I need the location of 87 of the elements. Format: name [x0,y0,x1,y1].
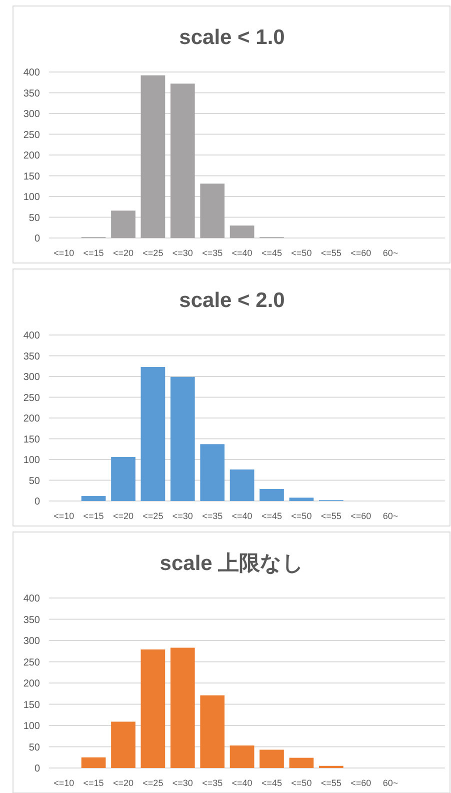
x-tick-label: <=10 [54,778,74,788]
x-tick-label: <=45 [261,778,282,788]
x-tick-label: <=20 [112,778,134,788]
bar [230,226,254,238]
x-tick-label: <=60 [350,511,372,521]
y-tick-label: 200 [23,678,40,690]
x-tick-label: <=40 [232,778,252,788]
bar [289,758,314,768]
y-tick-label: 150 [23,700,40,711]
y-tick-label: 150 [23,171,40,182]
bar [140,75,166,238]
bar [170,376,195,501]
x-tick-label: <=10 [54,511,74,521]
x-tick-label: <=25 [142,778,164,788]
y-tick-label: 400 [23,330,40,342]
x-tick-label: <=55 [320,511,342,521]
x-tick-label: <=20 [112,511,134,521]
y-tick-label: 300 [23,372,40,383]
x-tick-label: 60~ [382,248,398,258]
x-tick-label: <=35 [202,778,223,788]
y-tick-label: 0 [34,496,40,508]
x-tick-label: <=55 [320,248,342,258]
chart-title: scale 上限なし [160,552,304,575]
y-tick-label: 50 [28,212,40,224]
x-tick-label: <=50 [291,511,312,521]
x-tick-label: <=35 [202,248,223,258]
bar [260,488,284,501]
bar [200,184,225,238]
bar [140,649,166,768]
x-tick-label: 60~ [382,511,398,521]
bar [140,366,166,501]
x-tick-label: <=25 [142,511,164,521]
y-tick-label: 150 [23,434,40,446]
x-tick-label: <=55 [320,778,342,788]
bar [111,457,136,501]
x-tick-label: <=40 [232,248,252,258]
y-tick-label: 200 [23,414,40,424]
y-tick-label: 200 [23,150,40,162]
y-tick-label: 250 [23,392,40,404]
x-tick-label: <=25 [142,248,164,258]
y-tick-label: 50 [28,742,40,754]
y-tick-label: 50 [28,476,40,487]
y-tick-label: 300 [23,636,40,647]
bar [170,84,195,238]
bar [200,695,225,768]
x-tick-label: <=45 [261,511,282,521]
y-tick-label: 100 [23,455,40,466]
x-tick-label: <=30 [172,778,193,788]
chart-title: scale < 2.0 [179,289,285,312]
x-tick-label: <=50 [291,248,312,258]
x-tick-label: <=60 [350,248,372,258]
x-tick-label: <=60 [350,778,372,788]
y-tick-label: 0 [34,764,40,774]
bar [81,496,106,501]
x-tick-label: <=15 [83,248,104,258]
y-tick-label: 350 [23,88,40,100]
y-tick-label: 350 [23,351,40,362]
bar [200,444,225,501]
bar [111,210,136,238]
bar [289,498,314,501]
x-tick-label: <=35 [202,511,223,521]
x-tick-label: <=45 [261,248,282,258]
y-tick-label: 250 [23,130,40,141]
y-tick-label: 400 [23,68,40,78]
x-tick-label: <=30 [172,511,193,521]
x-tick-label: <=50 [291,778,312,788]
bar [230,469,254,501]
y-tick-label: 100 [23,192,40,203]
x-tick-label: <=40 [232,511,252,521]
x-tick-label: <=15 [83,511,104,521]
x-tick-label: <=15 [83,778,104,788]
x-tick-label: <=20 [112,248,134,258]
y-tick-label: 350 [23,614,40,626]
bar [111,722,136,768]
bar [81,757,106,768]
y-tick-label: 400 [23,594,40,604]
bar [230,745,254,768]
bar [170,648,195,768]
y-tick-label: 100 [23,721,40,732]
bar [260,750,284,768]
x-tick-label: <=30 [172,248,193,258]
y-tick-label: 300 [23,109,40,120]
y-tick-label: 250 [23,657,40,668]
x-tick-label: 60~ [382,778,398,788]
x-tick-label: <=10 [54,248,74,258]
y-tick-label: 0 [34,234,40,244]
chart-title: scale < 1.0 [179,26,285,49]
